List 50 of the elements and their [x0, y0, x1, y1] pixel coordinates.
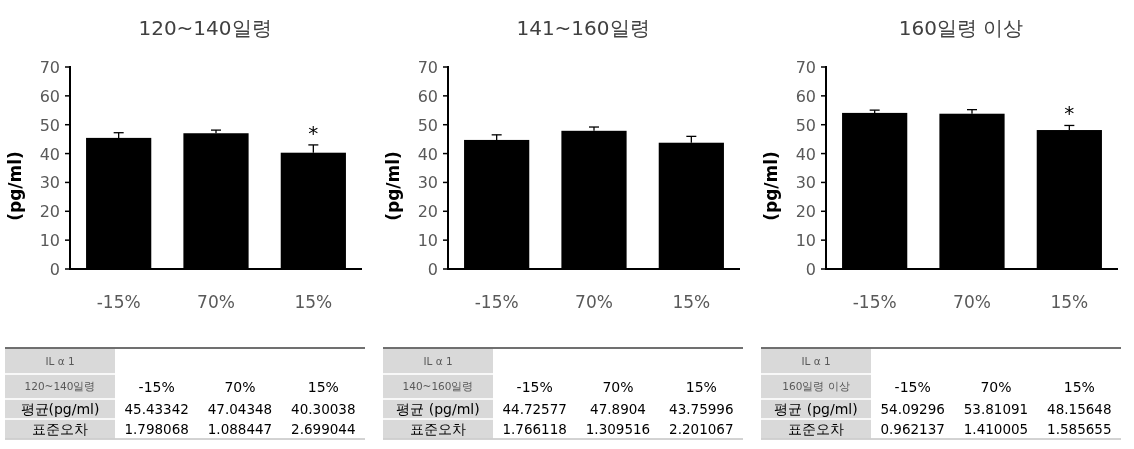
x-tick-label: -15%: [852, 292, 897, 312]
data-label: 43.75996: [669, 400, 734, 417]
y-tick-label: 20: [39, 202, 60, 222]
y-axis-title: (pg/ml): [383, 151, 403, 221]
annotation: *: [1064, 101, 1075, 126]
y-tick-label: 30: [795, 173, 816, 193]
x-tick-label: -15%: [96, 292, 141, 312]
chart-title: 120~140일령: [138, 16, 272, 40]
y-tick-label: 50: [417, 115, 438, 135]
y-tick-label: 40: [795, 144, 816, 164]
x-tick-label: -15%: [474, 292, 519, 312]
data-label: 40.30038: [291, 400, 356, 417]
annotation: *: [308, 120, 319, 145]
y-tick-label: 40: [39, 144, 60, 164]
y-tick-label: 0: [805, 260, 816, 279]
y-tick-label: 60: [795, 86, 816, 106]
y-tick-label: 10: [39, 231, 60, 251]
y-tick-label: 70: [795, 58, 816, 77]
x-tick-label: 15%: [1050, 292, 1089, 312]
data-label: 47.8904: [590, 400, 646, 417]
x-tick-label: 70%: [953, 292, 991, 312]
y-tick-label: 0: [427, 260, 438, 279]
x-tick-label: 15%: [294, 292, 333, 312]
x-tick-label: 70%: [575, 292, 613, 312]
chart-title: 141~160일령: [516, 16, 650, 40]
y-tick-label: 20: [795, 202, 816, 222]
y-tick-label: 40: [417, 144, 438, 164]
y-tick-label: 70: [417, 58, 438, 77]
data-label: 54.09296: [880, 400, 945, 417]
y-tick-label: 60: [417, 86, 438, 106]
data-label: 45.43342: [124, 400, 189, 417]
y-tick-label: 50: [39, 115, 60, 135]
data-label: 53.81091: [963, 400, 1029, 417]
x-tick-label: 15%: [672, 292, 711, 312]
data-label: 48.15648: [1047, 400, 1112, 417]
y-axis-title: (pg/ml): [761, 151, 781, 221]
y-tick-label: 70: [39, 58, 60, 77]
data-label: 44.72577: [502, 400, 567, 417]
y-tick-label: 30: [417, 173, 438, 193]
y-tick-label: 20: [417, 202, 438, 222]
y-tick-label: 50: [795, 115, 816, 135]
y-tick-label: 30: [39, 173, 60, 193]
data-label: 47.04348: [207, 400, 273, 417]
y-axis-title: (pg/ml): [5, 151, 25, 221]
y-tick-label: 60: [39, 86, 60, 106]
chart-title: 160일령 이상: [898, 16, 1024, 40]
y-tick-label: 0: [49, 260, 60, 279]
x-tick-label: 70%: [197, 292, 235, 312]
y-tick-label: 10: [417, 231, 438, 251]
y-tick-label: 10: [795, 231, 816, 251]
